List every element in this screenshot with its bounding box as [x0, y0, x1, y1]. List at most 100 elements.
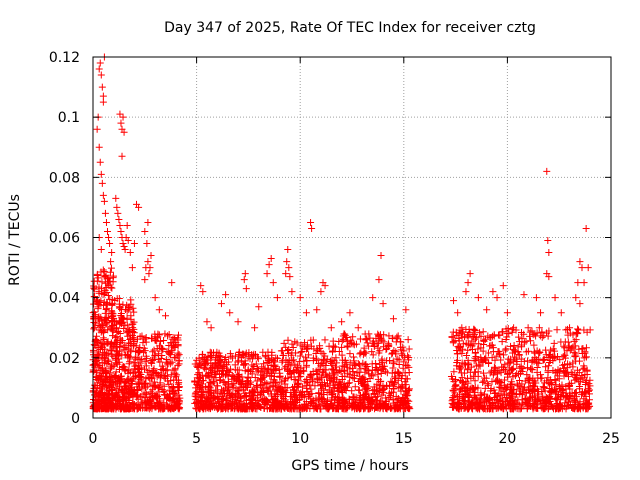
data-point	[115, 377, 123, 385]
data-point	[155, 331, 163, 339]
data-point	[134, 379, 142, 387]
data-point	[220, 362, 228, 370]
data-point	[220, 395, 228, 403]
data-point	[496, 350, 504, 358]
data-point	[98, 179, 106, 187]
data-point	[151, 333, 159, 341]
data-point	[254, 353, 262, 361]
data-point	[323, 380, 331, 388]
data-point	[465, 405, 473, 413]
data-point	[216, 376, 224, 384]
data-point	[111, 347, 119, 355]
data-point	[458, 374, 466, 382]
data-point	[543, 167, 551, 175]
data-point	[454, 309, 462, 317]
data-point	[369, 351, 377, 359]
x-tick-label: 15	[395, 431, 413, 447]
data-point	[92, 405, 100, 413]
data-point	[165, 403, 173, 411]
data-point	[170, 398, 178, 406]
data-point	[456, 402, 464, 410]
data-point	[401, 353, 409, 361]
data-point	[471, 377, 479, 385]
data-point	[285, 264, 293, 272]
data-point	[313, 404, 321, 412]
data-point	[526, 402, 534, 410]
axis-ticks	[92, 56, 612, 419]
data-point	[290, 375, 298, 383]
data-point	[392, 393, 400, 401]
data-point	[391, 373, 399, 381]
data-point	[201, 358, 209, 366]
data-point	[208, 402, 216, 410]
data-point	[475, 361, 483, 369]
data-point	[100, 377, 108, 385]
data-point	[108, 340, 116, 348]
data-point	[545, 362, 553, 370]
data-point	[207, 324, 215, 332]
data-point	[199, 288, 207, 296]
data-point	[163, 366, 171, 374]
data-point	[148, 375, 156, 383]
data-point	[476, 329, 484, 337]
data-point	[388, 350, 396, 358]
data-point	[386, 356, 394, 364]
data-point	[288, 288, 296, 296]
data-point	[303, 341, 311, 349]
data-point	[389, 382, 397, 390]
data-point	[175, 351, 183, 359]
data-point	[514, 348, 522, 356]
data-point	[464, 346, 472, 354]
data-point	[249, 402, 257, 410]
data-point	[242, 349, 250, 357]
data-point	[329, 347, 337, 355]
data-point	[484, 332, 492, 340]
data-point	[566, 346, 574, 354]
data-point	[120, 390, 128, 398]
data-point	[191, 390, 199, 398]
data-point	[191, 377, 199, 385]
data-point	[586, 386, 594, 394]
data-point	[315, 360, 323, 368]
data-point	[91, 360, 99, 368]
data-point	[526, 365, 534, 373]
data-point	[273, 404, 281, 412]
data-point	[467, 374, 475, 382]
data-point	[448, 333, 456, 341]
data-point	[269, 279, 277, 287]
data-point	[291, 392, 299, 400]
data-point	[168, 279, 176, 287]
data-point	[564, 398, 572, 406]
data-point	[398, 372, 406, 380]
data-point	[269, 367, 277, 375]
data-point	[101, 309, 109, 317]
data-point	[97, 246, 105, 254]
data-point	[202, 361, 210, 369]
data-point	[509, 373, 517, 381]
data-point	[202, 365, 210, 373]
data-point	[152, 368, 160, 376]
data-point	[293, 380, 301, 388]
data-point	[209, 378, 217, 386]
data-point	[303, 379, 311, 387]
data-point	[544, 368, 552, 376]
data-point	[97, 170, 105, 178]
data-point	[356, 350, 364, 358]
data-point	[387, 377, 395, 385]
data-point	[562, 326, 570, 334]
data-point	[580, 374, 588, 382]
data-point	[120, 382, 128, 390]
data-point	[136, 372, 144, 380]
data-point	[235, 351, 243, 359]
data-point	[530, 341, 538, 349]
data-point	[496, 383, 504, 391]
data-point	[392, 348, 400, 356]
data-point	[514, 396, 522, 404]
data-point	[98, 354, 106, 362]
data-point	[307, 400, 315, 408]
data-point	[371, 366, 379, 374]
data-point	[254, 365, 262, 373]
data-point	[338, 337, 346, 345]
data-point	[269, 378, 277, 386]
data-point	[569, 404, 577, 412]
